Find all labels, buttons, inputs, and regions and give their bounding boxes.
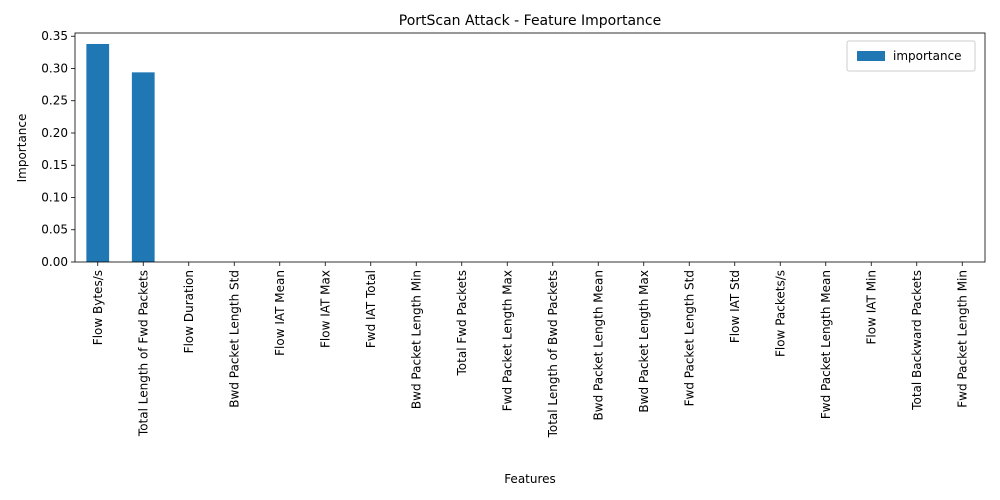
y-axis-label: Importance xyxy=(15,114,29,183)
x-tick-label: Fwd IAT Total xyxy=(364,270,378,348)
y-tick-label: 0.05 xyxy=(41,223,68,237)
plot-frame xyxy=(74,32,986,263)
plot-area: 0.00 0.05 0.10 0.15 0.20 0.25 0.30 0.35 Flow Byt… xyxy=(41,29,986,438)
x-tick-label: Flow IAT Max xyxy=(318,270,332,348)
x-tick-label: Bwd Packet Length Max xyxy=(637,270,651,413)
x-tick-label: Flow IAT Std xyxy=(728,270,742,343)
x-tick-label: Flow IAT Min xyxy=(864,270,878,344)
legend xyxy=(846,40,976,72)
bar xyxy=(131,72,155,262)
y-tick-label: 0.25 xyxy=(41,94,68,108)
x-tick-label: Flow Bytes/s xyxy=(91,270,105,345)
x-tick-label: Bwd Packet Length Mean xyxy=(591,270,605,420)
x-tick-label: Fwd Packet Length Max xyxy=(500,270,514,411)
x-tick-label: Total Fwd Packets xyxy=(455,270,469,377)
x-tick-label: Bwd Packet Length Std xyxy=(227,270,241,408)
chart-title: PortScan Attack - Feature Importance xyxy=(399,13,661,29)
x-tick-label: Fwd Packet Length Min xyxy=(955,270,969,408)
x-tick-label: Fwd Packet Length Mean xyxy=(819,270,833,419)
x-tick-label: Total Length of Fwd Packets xyxy=(136,270,150,437)
y-tick-label: 0.20 xyxy=(41,126,68,140)
x-tick-label: Bwd Packet Length Min xyxy=(409,270,423,409)
x-axis-label: Features xyxy=(504,472,556,486)
y-tick-label: 0.00 xyxy=(41,255,68,269)
x-tick-label: Total Backward Packets xyxy=(910,270,924,411)
x-tick-label: Fwd Packet Length Std xyxy=(682,270,696,406)
legend-swatch xyxy=(857,51,885,61)
x-tick-label: Flow Duration xyxy=(182,270,196,353)
bar xyxy=(86,43,110,262)
y-tick-label: 0.15 xyxy=(41,158,68,172)
legend-label: importance xyxy=(893,49,962,63)
y-tick-label: 0.10 xyxy=(41,190,68,204)
x-tick-label: Flow IAT Mean xyxy=(273,270,287,356)
y-tick-label: 0.35 xyxy=(41,29,68,43)
x-tick-label: Total Length of Bwd Packets xyxy=(546,270,560,438)
x-tick-label: Flow Packets/s xyxy=(773,270,787,357)
y-tick-label: 0.30 xyxy=(41,61,68,75)
